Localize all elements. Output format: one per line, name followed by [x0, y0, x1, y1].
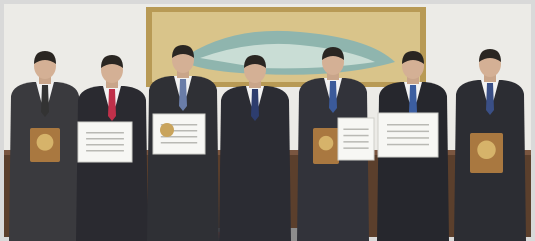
certificate-line [161, 142, 197, 144]
certificate [338, 118, 374, 160]
certificate-line [387, 124, 429, 126]
certificate-sheet [153, 114, 205, 154]
photo [0, 0, 535, 241]
certificate [78, 122, 132, 162]
certificate-line [86, 132, 124, 134]
certificate-line [86, 144, 124, 146]
tie [179, 79, 187, 111]
certificate-line [387, 144, 429, 146]
seal [160, 123, 174, 137]
certificate-line [343, 141, 368, 143]
tie [41, 85, 49, 117]
plaque [30, 128, 60, 162]
tie [251, 89, 259, 121]
certificate-sheet [78, 122, 132, 162]
certificate-line [387, 131, 429, 133]
plaque-medal [477, 141, 495, 159]
plaque [313, 128, 339, 164]
certificate-line [86, 150, 124, 152]
certificate [378, 113, 438, 157]
certificate-sheet [378, 113, 438, 157]
certificate-line [86, 138, 124, 140]
tie [329, 81, 337, 113]
tie [409, 85, 417, 117]
plaque-medal [37, 134, 54, 151]
certificate-line [343, 129, 368, 131]
certificate-line [387, 137, 429, 139]
certificate-line [343, 147, 368, 149]
certificate-sheet [338, 118, 374, 160]
plaque-medal [319, 136, 334, 151]
tie [108, 89, 116, 121]
certificate-line [343, 135, 368, 137]
tie [486, 83, 494, 115]
plaque [470, 133, 503, 173]
certificate [153, 114, 205, 154]
